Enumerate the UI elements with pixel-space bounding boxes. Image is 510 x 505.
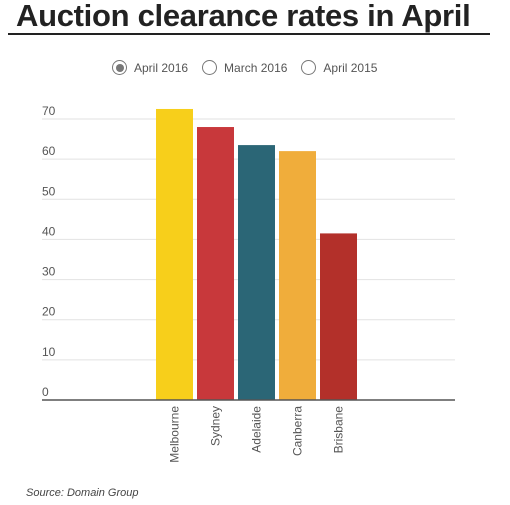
x-tick-label: Brisbane <box>332 406 346 454</box>
radio-checked-icon[interactable] <box>112 60 127 75</box>
y-tick-label: 50 <box>42 184 56 198</box>
y-tick-label: 70 <box>42 104 56 118</box>
radio-label: April 2015 <box>323 60 378 75</box>
x-tick-label: Melbourne <box>168 406 182 463</box>
chart-title: Auction clearance rates in April <box>16 0 471 33</box>
bar-melbourne <box>156 108 193 400</box>
bar-canberra <box>279 151 316 400</box>
title-underline <box>8 33 490 35</box>
y-tick-label: 60 <box>42 144 56 158</box>
y-tick-label: 10 <box>42 345 56 359</box>
x-tick-label: Sydney <box>209 406 223 446</box>
y-tick-label: 20 <box>42 305 56 319</box>
radio-unchecked-icon[interactable] <box>202 60 218 75</box>
period-selector: April 2016 March 2016 April 2015 <box>112 60 377 75</box>
source-note: Source: Domain Group <box>26 487 139 499</box>
radio-label: March 2016 <box>224 60 288 75</box>
y-tick-label: 40 <box>42 224 56 238</box>
radio-april-2016[interactable]: April 2016 <box>112 60 188 75</box>
radio-april-2015[interactable]: April 2015 <box>301 60 377 75</box>
y-tick-label: 0 <box>42 385 49 399</box>
x-tick-label: Canberra <box>291 406 305 456</box>
x-tick-label: Adelaide <box>250 406 264 453</box>
y-tick-label: 30 <box>42 265 56 279</box>
bar-chart: 0 10 20 30 40 50 60 70 Melbourne Sydney Adelaide Ca… <box>42 104 455 463</box>
bar-brisbane <box>320 233 357 400</box>
radio-march-2016[interactable]: March 2016 <box>202 60 287 75</box>
radio-label: April 2016 <box>134 60 189 75</box>
radio-unchecked-icon[interactable] <box>301 60 317 75</box>
bar-adelaide <box>238 145 275 400</box>
bar-sydney <box>197 127 234 401</box>
